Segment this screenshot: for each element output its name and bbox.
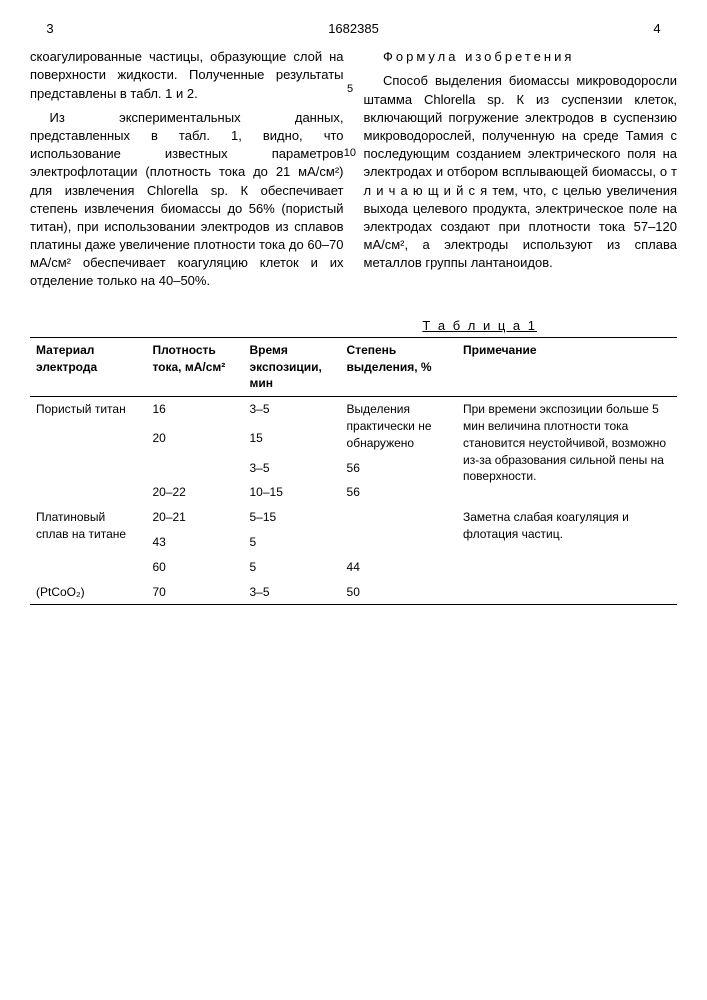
table-1: Материал электрода Плотность тока, мА/см… [30, 337, 677, 606]
text-columns: скоагулированные частицы, образующие сло… [30, 48, 677, 296]
cell-degree: 56 [341, 456, 457, 481]
line-marker-10: 10 [344, 146, 356, 161]
cell-time: 3–5 [244, 456, 341, 481]
cell-material [30, 426, 146, 455]
cell-degree: Выделения практически не обнаружено [341, 397, 457, 456]
table-1-title: Т а б л и ц а 1 [30, 317, 677, 335]
formula-title: Формула изобретения [364, 48, 678, 66]
col-time: Время экспозиции, мин [244, 337, 341, 396]
cell-note: Заметна слабая коагуляция и флотация час… [457, 505, 677, 579]
cell-density [146, 456, 243, 481]
cell-degree: 44 [341, 555, 457, 580]
cell-degree: 50 [341, 580, 457, 605]
left-paragraph-1: скоагулированные частицы, образующие сло… [30, 48, 344, 103]
cell-time: 5–15 [244, 505, 341, 530]
cell-time: 3–5 [244, 397, 341, 427]
col-degree: Степень выделения, % [341, 337, 457, 396]
cell-material [30, 456, 146, 481]
cell-time: 10–15 [244, 480, 341, 505]
left-column: скоагулированные частицы, образующие сло… [30, 48, 344, 296]
cell-density: 43 [146, 530, 243, 555]
cell-density: 20–22 [146, 480, 243, 505]
table-1-wrap: Т а б л и ц а 1 Материал электрода Плотн… [30, 317, 677, 606]
cell-time: 3–5 [244, 580, 341, 605]
cell-material: Пористый титан [30, 397, 146, 427]
cell-material [30, 480, 146, 505]
table-row: Платиновый сплав на титане 20–21 5–15 За… [30, 505, 677, 530]
cell-material: (PtCoO₂) [30, 580, 146, 605]
cell-material: Платиновый сплав на титане [30, 505, 146, 579]
cell-degree [341, 505, 457, 530]
page-number-left: 3 [30, 20, 70, 38]
cell-density: 70 [146, 580, 243, 605]
table-row: Пористый титан 16 3–5 Выделения практиче… [30, 397, 677, 427]
cell-degree [341, 530, 457, 555]
patent-number: 1682385 [70, 20, 637, 38]
left-paragraph-2: Из экспериментальных данных, представлен… [30, 109, 344, 291]
cell-density: 20 [146, 426, 243, 455]
cell-time: 5 [244, 530, 341, 555]
cell-time: 5 [244, 555, 341, 580]
cell-degree: 56 [341, 480, 457, 505]
cell-note: При времени экспозиции больше 5 мин вели… [457, 397, 677, 505]
col-density: Плотность тока, мА/см² [146, 337, 243, 396]
table-header-row: Материал электрода Плотность тока, мА/см… [30, 337, 677, 396]
cell-note [457, 580, 677, 605]
right-paragraph-1: Способ выделения биомассы микроводоросли… [364, 72, 678, 272]
table-row: (PtCoO₂) 70 3–5 50 [30, 580, 677, 605]
right-column: Формула изобретения Способ выделения био… [364, 48, 678, 296]
col-material: Материал электрода [30, 337, 146, 396]
page-number-right: 4 [637, 20, 677, 38]
cell-density: 16 [146, 397, 243, 427]
col-note: Примечание [457, 337, 677, 396]
cell-time: 15 [244, 426, 341, 455]
line-marker-5: 5 [347, 82, 353, 97]
cell-density: 60 [146, 555, 243, 580]
cell-density: 20–21 [146, 505, 243, 530]
header-row: 3 1682385 4 [30, 20, 677, 38]
